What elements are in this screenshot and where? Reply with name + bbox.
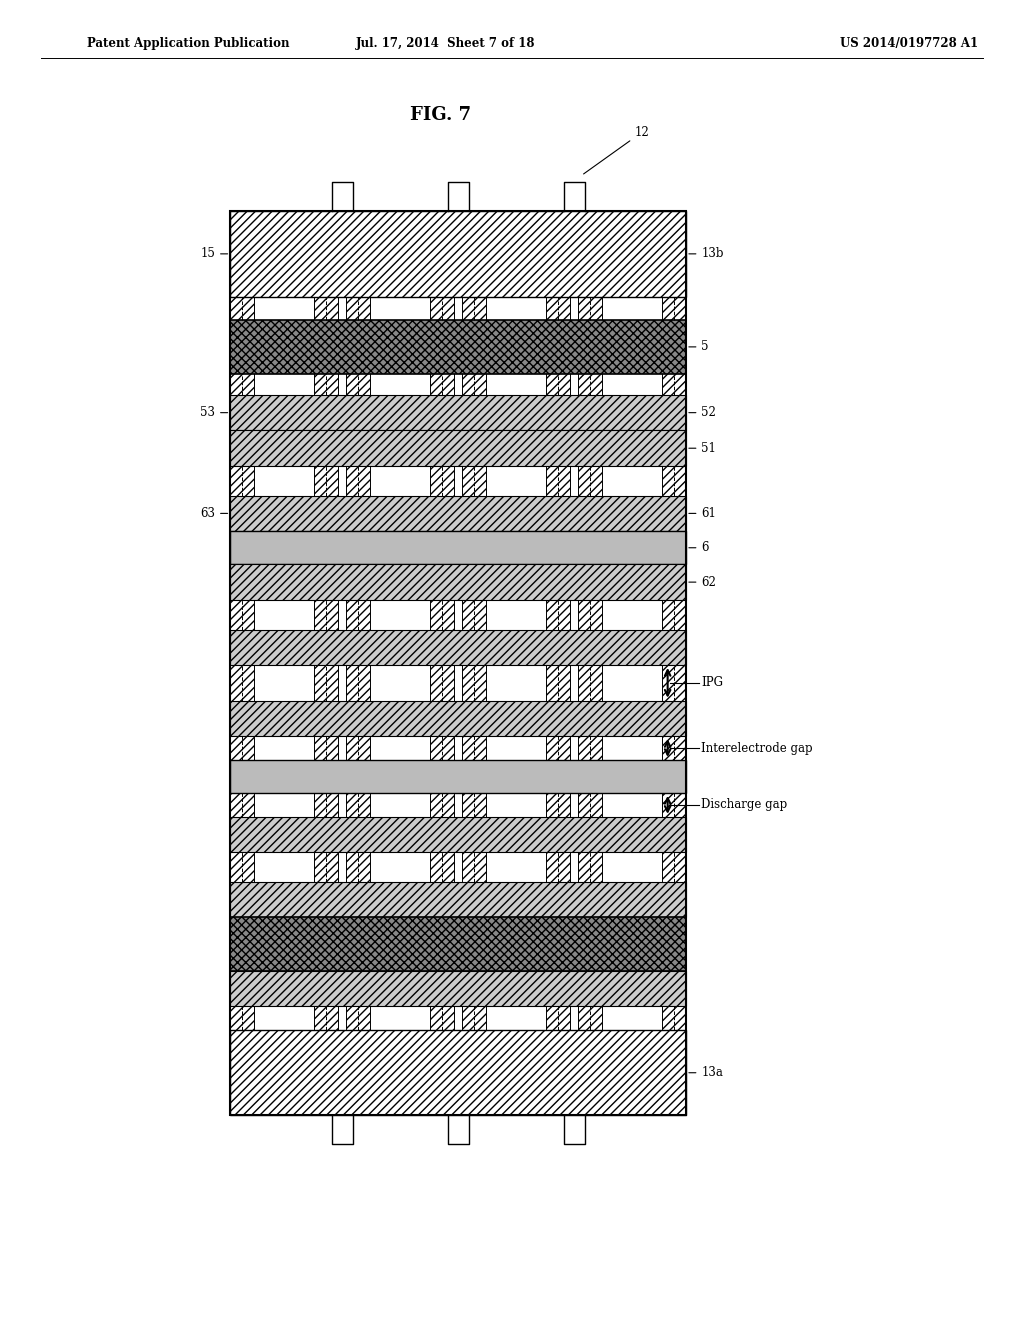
Text: 52: 52	[689, 407, 717, 420]
FancyBboxPatch shape	[230, 970, 686, 1006]
FancyBboxPatch shape	[579, 211, 602, 1115]
Text: 12: 12	[584, 125, 649, 174]
Text: Jul. 17, 2014  Sheet 7 of 18: Jul. 17, 2014 Sheet 7 of 18	[355, 37, 536, 50]
FancyBboxPatch shape	[547, 211, 570, 1115]
Text: 63: 63	[200, 507, 227, 520]
FancyBboxPatch shape	[230, 211, 686, 297]
Text: 13b: 13b	[689, 247, 724, 260]
FancyBboxPatch shape	[230, 565, 686, 599]
FancyBboxPatch shape	[230, 430, 686, 466]
Text: FIG. 7: FIG. 7	[410, 106, 471, 124]
FancyBboxPatch shape	[230, 321, 686, 374]
Text: 13a: 13a	[689, 1067, 723, 1080]
Text: 61: 61	[689, 507, 717, 520]
FancyBboxPatch shape	[230, 917, 686, 970]
FancyBboxPatch shape	[230, 211, 254, 1115]
FancyBboxPatch shape	[230, 882, 686, 917]
Text: IPG: IPG	[701, 676, 723, 689]
Text: 6: 6	[689, 541, 709, 554]
FancyBboxPatch shape	[230, 531, 686, 565]
FancyBboxPatch shape	[314, 211, 338, 1115]
FancyBboxPatch shape	[430, 211, 455, 1115]
FancyBboxPatch shape	[230, 817, 686, 853]
Text: 5: 5	[689, 341, 709, 354]
Text: 62: 62	[689, 576, 717, 589]
Text: 51: 51	[689, 442, 717, 454]
Text: Patent Application Publication: Patent Application Publication	[87, 37, 290, 50]
FancyBboxPatch shape	[230, 760, 686, 793]
FancyBboxPatch shape	[230, 495, 686, 531]
Text: 53: 53	[200, 407, 227, 420]
Text: 15: 15	[200, 247, 227, 260]
FancyBboxPatch shape	[230, 630, 686, 665]
FancyBboxPatch shape	[663, 211, 686, 1115]
Text: Interelectrode gap: Interelectrode gap	[701, 742, 813, 755]
FancyBboxPatch shape	[230, 701, 686, 737]
FancyBboxPatch shape	[346, 211, 370, 1115]
Text: Discharge gap: Discharge gap	[701, 799, 787, 812]
FancyBboxPatch shape	[230, 395, 686, 430]
Text: US 2014/0197728 A1: US 2014/0197728 A1	[840, 37, 978, 50]
FancyBboxPatch shape	[230, 1030, 686, 1115]
FancyBboxPatch shape	[463, 211, 486, 1115]
